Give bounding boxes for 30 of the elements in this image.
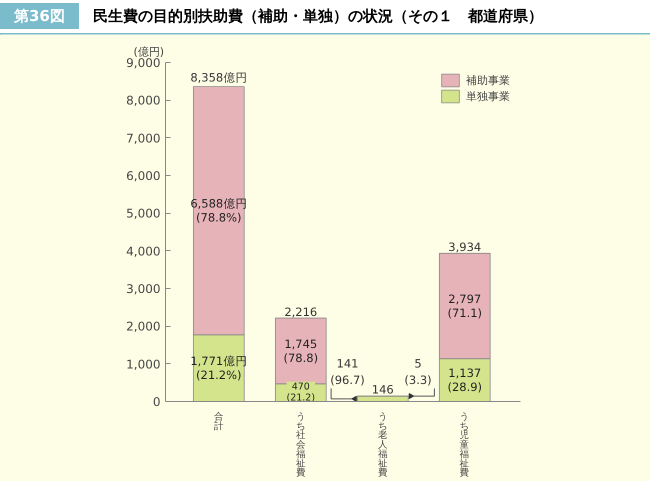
legend-label: 補助事業	[466, 72, 510, 88]
y-tick-label: 4,000	[126, 244, 161, 258]
y-tick-label: 7,000	[126, 131, 161, 146]
y-tick-label: 3,000	[126, 282, 161, 296]
total-label: 146	[372, 382, 394, 397]
y-tick-label: 2,000	[126, 320, 161, 334]
data-label: 1,137 (28.9)	[447, 366, 482, 394]
y-tick-label: 0	[152, 395, 161, 409]
chart-title: 民生費の目的別扶助費（補助・単独）の状況（その１ 都道府県）	[92, 7, 543, 25]
total-label: 3,934	[448, 240, 482, 254]
total-label: 2,216	[284, 304, 318, 319]
y-tick-label: 9,000	[126, 56, 161, 70]
data-label: 5 (3.3)	[404, 356, 432, 388]
data-label: 1,745 (78.8)	[283, 336, 318, 365]
data-label: 141 (96.7)	[330, 356, 365, 388]
data-label: 2,797 (71.1)	[447, 292, 482, 320]
y-tick-label: 8,000	[126, 94, 161, 108]
legend-label: 単独事業	[466, 88, 510, 104]
x-tick-label: うち老人福祉費	[378, 412, 388, 479]
total-label: 8,358億円	[190, 70, 248, 84]
x-tick-label: うち児童福祉費	[460, 412, 470, 479]
text: 第36図	[0, 3, 79, 29]
y-tick-label: 1,000	[126, 357, 161, 372]
y-tick-label: 6,000	[126, 169, 161, 183]
x-tick-label: 合計	[214, 410, 224, 432]
y-axis-title: (億円)	[134, 46, 164, 58]
data-label: 6,588億円 (78.8%)	[190, 196, 248, 225]
data-label: 1,771億円 (21.2%)	[190, 354, 248, 382]
x-tick-label: うち社会福祉費	[296, 412, 306, 479]
y-tick-label: 5,000	[126, 206, 161, 221]
